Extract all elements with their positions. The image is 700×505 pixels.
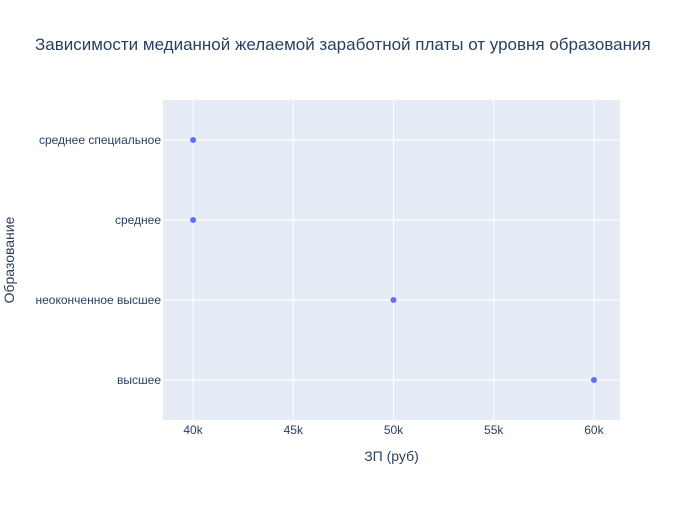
data-point <box>390 297 397 303</box>
data-point <box>190 137 197 143</box>
x-tick-label: 50k <box>384 423 404 437</box>
data-point <box>590 377 597 383</box>
x-tick-label: 45k <box>284 423 304 437</box>
y-tick-label: высшее <box>117 373 161 387</box>
x-tick-label: 55k <box>484 423 504 437</box>
data-points <box>190 137 597 383</box>
y-tick-label: среднее специальное <box>39 133 161 147</box>
axis-ticks: 40k 45k 50k 55k 60k высшее неоконченное высшее… <box>36 133 605 437</box>
x-tick-label: 60k <box>584 423 604 437</box>
y-axis-label: Образование <box>1 216 17 303</box>
data-point <box>190 217 197 223</box>
chart-title: Зависимости медианной желаемой заработно… <box>35 35 651 54</box>
plot-area <box>163 100 620 420</box>
x-axis-label: ЗП (руб) <box>364 448 419 464</box>
y-tick-label: среднее <box>115 213 161 227</box>
y-tick-label: неоконченное высшее <box>36 293 162 307</box>
x-tick-label: 40k <box>183 423 203 437</box>
